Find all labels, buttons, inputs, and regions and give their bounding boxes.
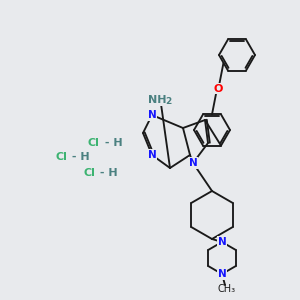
Text: Cl: Cl	[88, 138, 100, 148]
Text: CH₃: CH₃	[218, 284, 236, 294]
Text: N: N	[148, 110, 156, 120]
Text: - H: - H	[96, 168, 118, 178]
Text: NH: NH	[148, 95, 166, 105]
Text: N: N	[218, 237, 226, 247]
Text: O: O	[213, 84, 222, 94]
Text: 2: 2	[165, 98, 171, 106]
Text: N: N	[218, 269, 226, 279]
Text: N: N	[148, 150, 156, 160]
Text: Cl: Cl	[83, 168, 95, 178]
Text: - H: - H	[101, 138, 123, 148]
Text: N: N	[189, 158, 197, 168]
Text: N: N	[189, 158, 197, 168]
Text: - H: - H	[68, 152, 90, 162]
Text: Cl: Cl	[55, 152, 67, 162]
